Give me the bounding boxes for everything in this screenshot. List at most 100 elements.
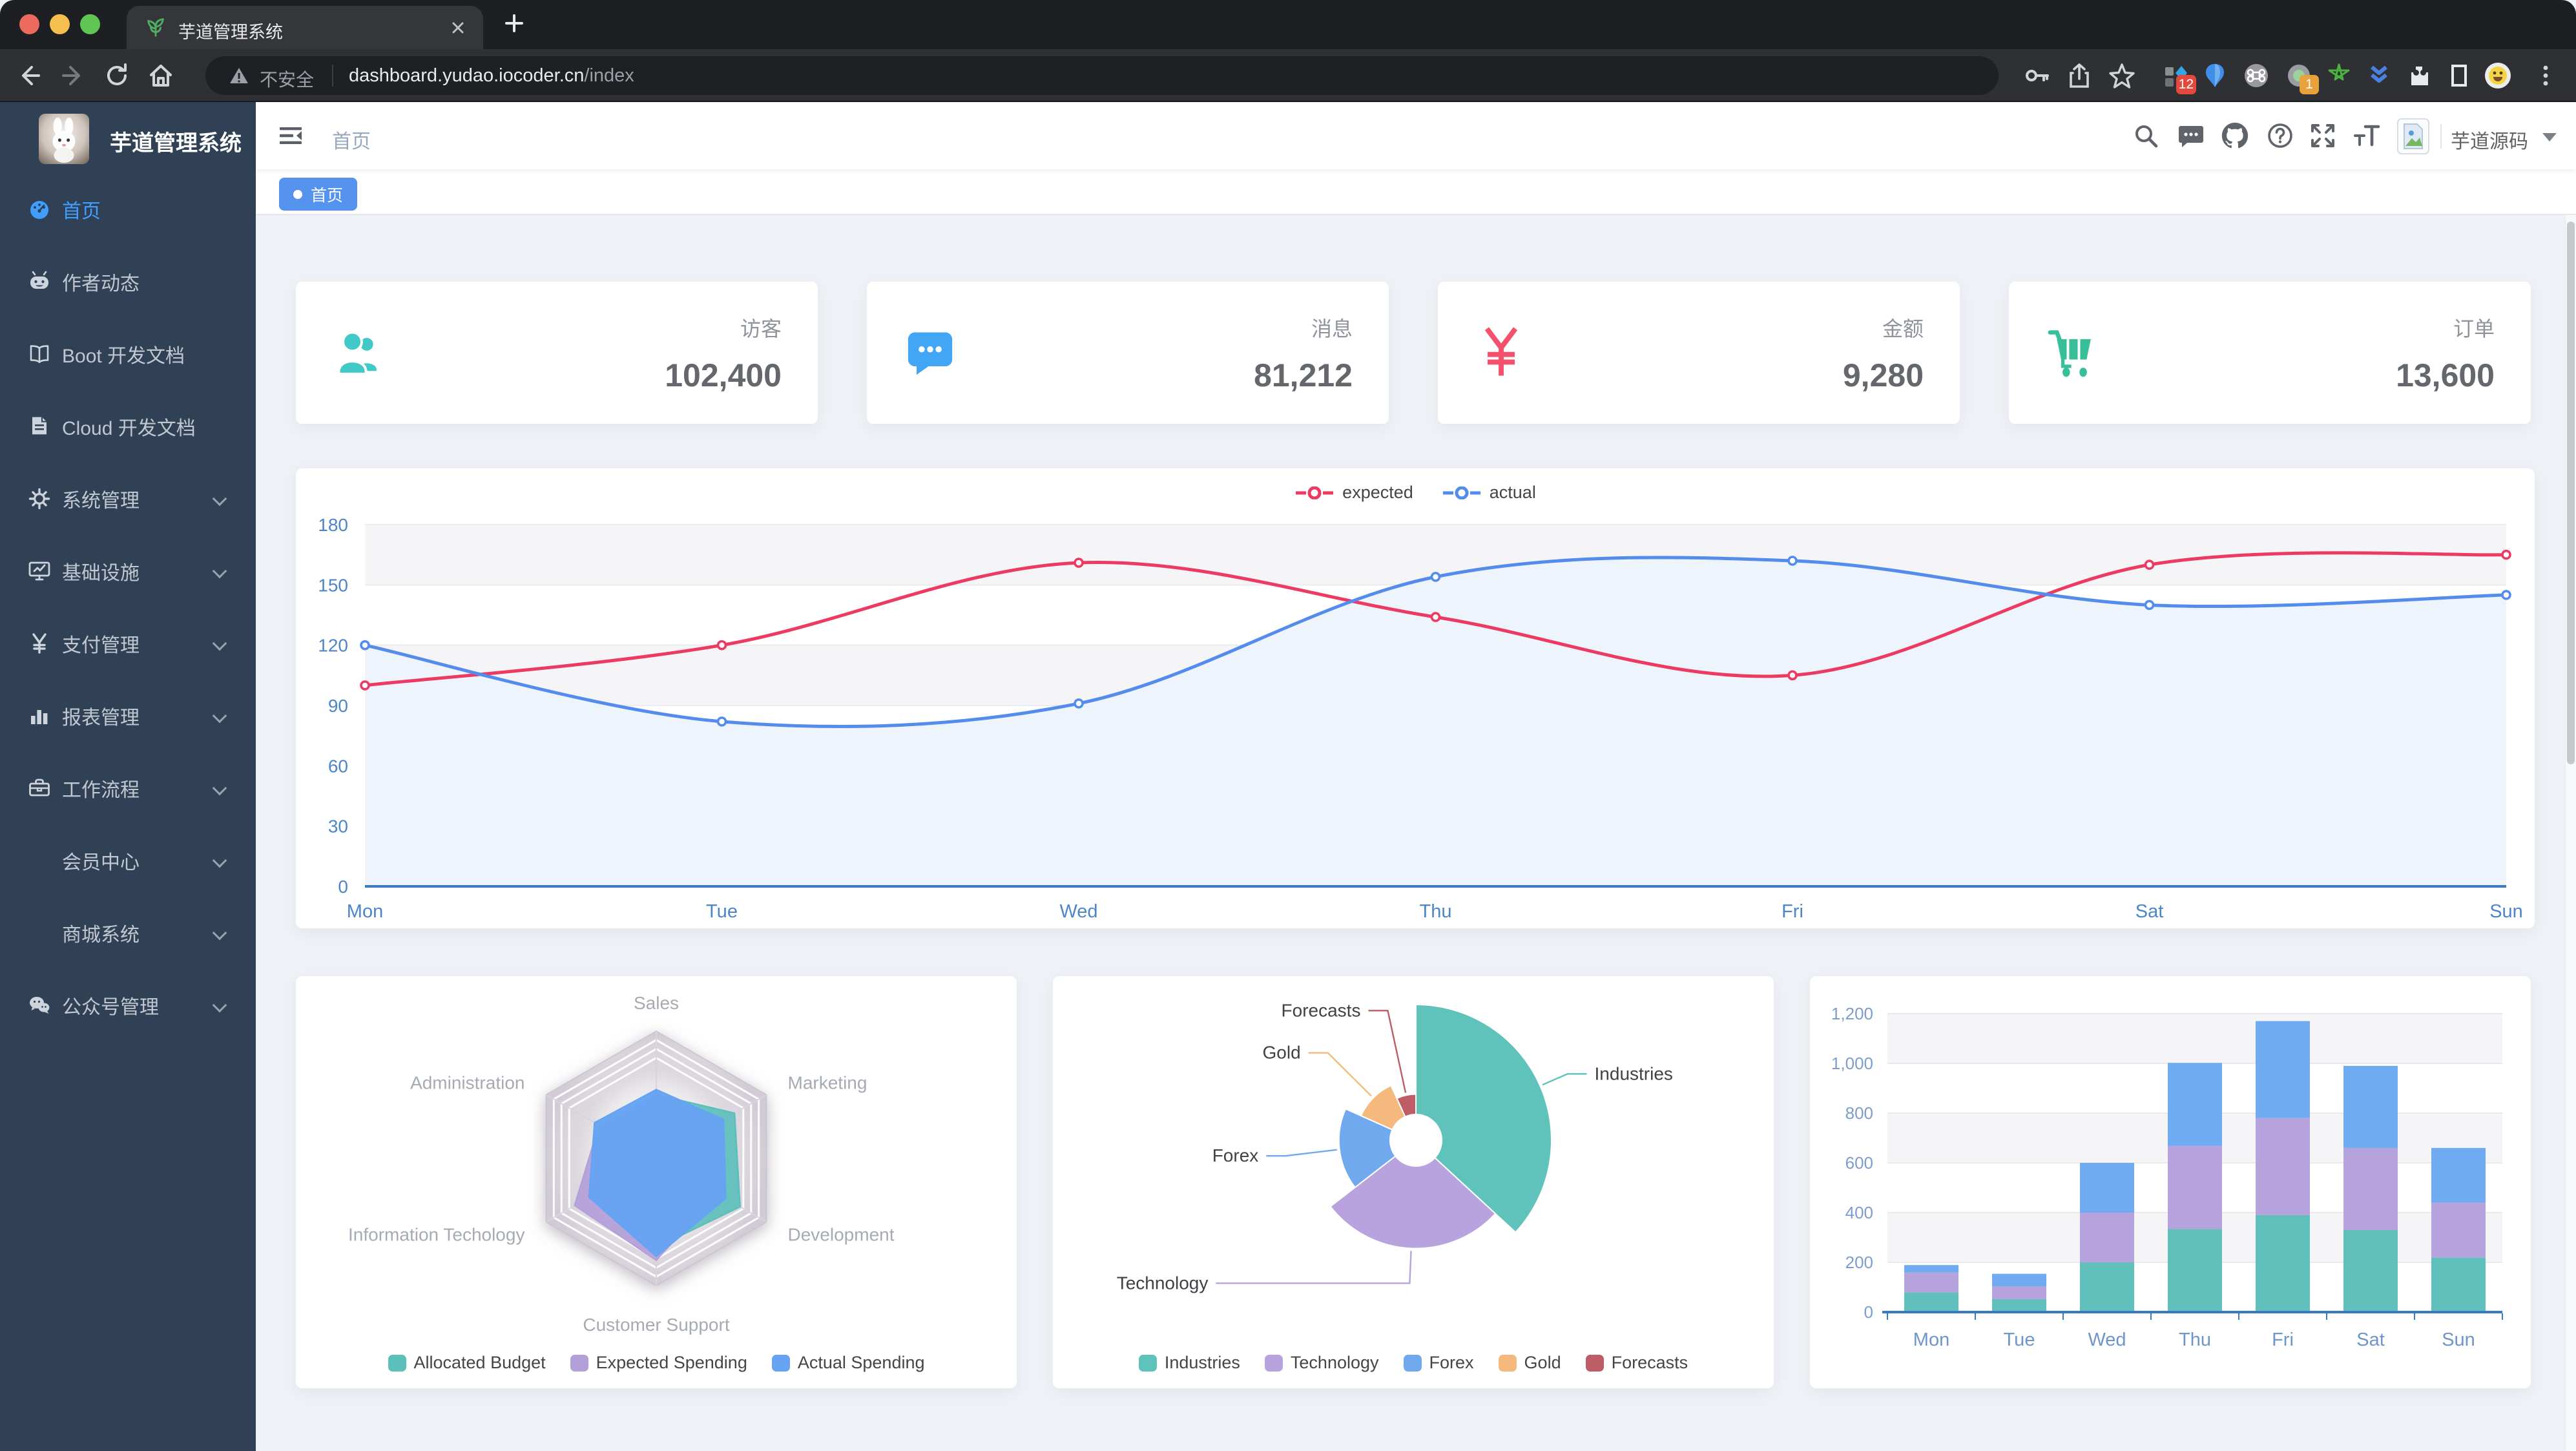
legend-swatch (570, 1354, 588, 1372)
legend-label: Technology (1290, 1353, 1379, 1372)
svg-text:Sales: Sales (634, 993, 679, 1013)
legend-label: Forex (1429, 1353, 1474, 1372)
password-key-icon[interactable] (2023, 62, 2050, 89)
legend-item-technology[interactable]: Technology (1264, 1353, 1379, 1373)
extensions-puzzle-icon[interactable] (2405, 62, 2433, 89)
scrollbar-track[interactable] (2565, 102, 2576, 1451)
sidebar-item-workflow[interactable]: 工作流程 (0, 752, 256, 824)
stat-card-visitors[interactable]: 访客 102,400 (296, 282, 818, 424)
extension-chevrons-icon[interactable] (2365, 62, 2393, 89)
sidebar-item-home[interactable]: 首页 (0, 173, 256, 245)
line-chart-svg[interactable]: 0 30 60 90 120 150 180 Mon Tue Wed Thu Fri Sat Sun (296, 468, 2535, 928)
extension-record-icon[interactable]: 1 (2285, 62, 2319, 94)
sidebar-item-label: 公众号管理 (62, 997, 159, 1018)
stat-card-messages[interactable]: 消息 81,212 (867, 282, 1389, 424)
legend-item-actual-spending[interactable]: Actual Spending (771, 1353, 925, 1373)
pie-chart-legend: Industries Technology Forex Gold Forecasts (1053, 1353, 1774, 1373)
home-icon[interactable] (146, 61, 176, 90)
peoples-icon (337, 331, 379, 375)
tab-close-icon[interactable] (447, 17, 469, 39)
sidebar-item-cloud-docs[interactable]: Cloud 开发文档 (0, 390, 256, 463)
breadcrumb[interactable]: 首页 (332, 131, 371, 152)
legend-swatch (1264, 1354, 1283, 1372)
bar-chart-svg[interactable]: 0 200 400 600 800 1,000 1,200 Mon Tue Wed Thu Fri Sa… (1810, 976, 2531, 1388)
sidebar-item-boot-docs[interactable]: Boot 开发文档 (0, 318, 256, 390)
browser-menu-icon[interactable] (2532, 62, 2559, 89)
legend-label: Actual Spending (797, 1353, 925, 1372)
tag-home[interactable]: 首页 (279, 178, 358, 211)
radar-chart-svg[interactable]: Sales Marketing Development Customer Suppor… (296, 976, 1017, 1388)
legend-item-gold[interactable]: Gold (1498, 1353, 1561, 1373)
forward-icon[interactable] (58, 61, 88, 90)
stat-card-orders[interactable]: 订单 13,600 (2009, 282, 2531, 424)
stat-card-amount[interactable]: 金额 9,280 (1438, 282, 1960, 424)
sidebar-item-author-feed[interactable]: 作者动态 (0, 245, 256, 318)
new-tab-button[interactable] (497, 10, 531, 44)
sidebar-menu: 首页 作者动态 Boot 开发文档 Cloud 开发文档 系统管理 基础设施 支… (0, 173, 256, 1041)
back-icon[interactable] (14, 61, 44, 90)
sidebar-item-label: Boot 开发文档 (62, 346, 185, 367)
bookmark-star-icon[interactable] (2108, 62, 2135, 89)
hamburger-icon[interactable] (278, 123, 304, 149)
font-size-icon[interactable] (2353, 121, 2381, 150)
svg-text:150: 150 (318, 575, 348, 595)
url-divider (332, 65, 333, 87)
legend-item-allocated-budget[interactable]: Allocated Budget (388, 1353, 546, 1373)
extension-balloon-icon[interactable] (2201, 62, 2228, 89)
legend-item-forex[interactable]: Forex (1403, 1353, 1474, 1373)
legend-label: Industries (1164, 1353, 1240, 1372)
window-zoom-button[interactable] (80, 14, 100, 34)
sidebar-item-label: 作者动态 (62, 273, 140, 295)
legend-swatch (1585, 1354, 1604, 1372)
extension-star-icon[interactable] (2325, 62, 2353, 89)
sidebar-item-label: 工作流程 (62, 780, 140, 801)
chevron-down-icon[interactable] (2542, 133, 2557, 141)
pie-chart-svg[interactable]: Industries Technology Forex Gold Forecasts (1053, 976, 1774, 1388)
sidebar-item-infrastructure[interactable]: 基础设施 (0, 535, 256, 607)
sidebar-item-system-management[interactable]: 系统管理 (0, 463, 256, 535)
sidebar-item-mall-system[interactable]: 商城系统 (0, 897, 256, 969)
chevron-down-icon (212, 636, 227, 651)
stat-label: 金额 (1882, 317, 1924, 340)
legend-item-expected-spending[interactable]: Expected Spending (570, 1353, 747, 1373)
tag-active-dot (293, 189, 302, 199)
logo-avatar (39, 114, 89, 164)
radar-chart-card: Sales Marketing Development Customer Suppor… (296, 976, 1017, 1388)
scrollbar-thumb[interactable] (2567, 222, 2575, 764)
username[interactable]: 芋道源码 (2451, 131, 2528, 152)
legend-item-industries[interactable]: Industries (1138, 1353, 1240, 1373)
navbar-divider (2440, 124, 2442, 149)
legend-label: expected (1342, 483, 1413, 502)
extension-grid-icon[interactable]: 12 (2163, 62, 2196, 94)
stat-value: 13,600 (2396, 357, 2495, 393)
window-minimize-button[interactable] (50, 14, 70, 34)
profile-avatar-icon[interactable] (2484, 62, 2511, 89)
warning-icon[interactable] (229, 65, 249, 86)
sidebar-item-label: 商城系统 (62, 924, 140, 946)
sidebar-logo-row[interactable]: 芋道管理系统 (0, 102, 256, 174)
reading-mode-icon[interactable] (2446, 62, 2473, 89)
help-icon[interactable] (2266, 121, 2294, 150)
user-avatar-placeholder-icon[interactable] (2396, 118, 2430, 155)
url-path: /index (584, 65, 634, 86)
window-close-button[interactable] (19, 14, 39, 34)
share-icon[interactable] (2066, 62, 2093, 89)
browser-tab[interactable]: 芋道管理系统 (127, 6, 483, 49)
book-icon (30, 345, 49, 364)
svg-text:Marketing: Marketing (788, 1073, 867, 1093)
url-bar[interactable]: 不安全 dashboard.yudao.iocoder.cn/index (205, 56, 1999, 95)
github-icon[interactable] (2221, 121, 2249, 150)
sidebar-item-payment-management[interactable]: 支付管理 (0, 607, 256, 680)
fullscreen-icon[interactable] (2309, 121, 2337, 150)
sidebar-item-wechat-management[interactable]: 公众号管理 (0, 969, 256, 1041)
sidebar-item-member-center[interactable]: 会员中心 (0, 824, 256, 897)
reload-icon[interactable] (102, 61, 132, 90)
sidebar-item-label: 会员中心 (62, 852, 140, 873)
search-icon[interactable] (2132, 121, 2160, 150)
legend-item-forecasts[interactable]: Forecasts (1585, 1353, 1688, 1373)
sidebar-item-report-management[interactable]: 报表管理 (0, 680, 256, 752)
legend-item-actual[interactable]: actual (1442, 483, 1536, 503)
extension-command-icon[interactable] (2243, 62, 2270, 89)
legend-item-expected[interactable]: expected (1294, 483, 1413, 503)
message-icon[interactable] (2177, 121, 2205, 150)
